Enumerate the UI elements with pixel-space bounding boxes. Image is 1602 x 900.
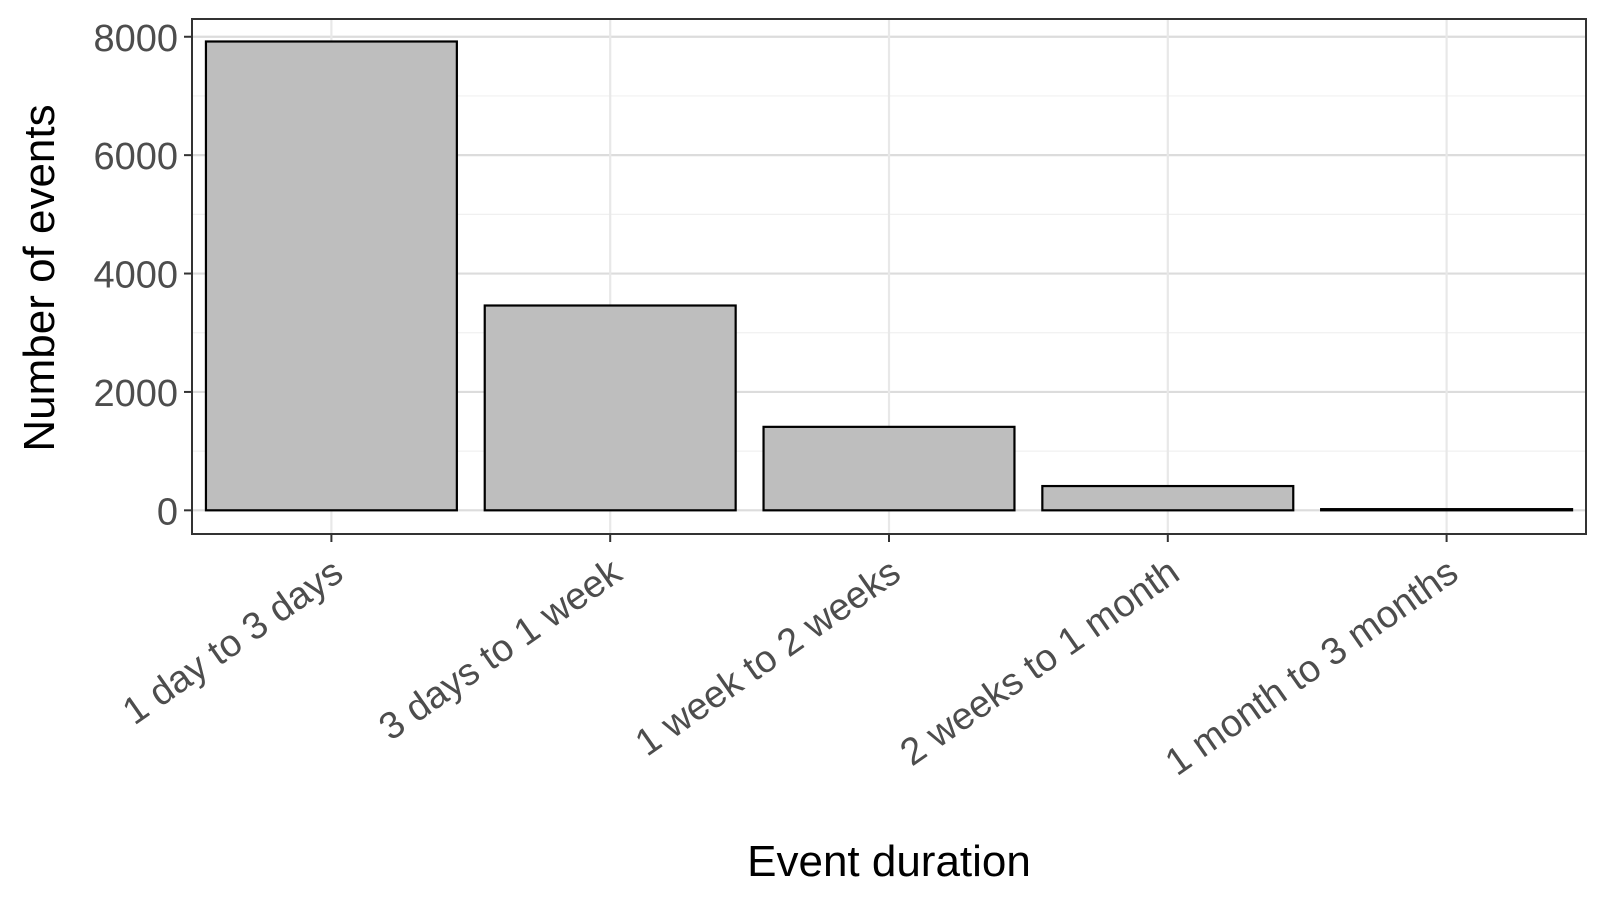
y-tick-label: 6000 [93, 136, 178, 178]
x-tick-label: 2 weeks to 1 month [893, 551, 1187, 774]
y-tick-label: 0 [157, 491, 178, 533]
bar [483, 304, 737, 512]
y-tick-label: 8000 [93, 18, 178, 60]
bars [204, 40, 1574, 512]
bar [204, 40, 458, 512]
bar [1320, 508, 1574, 512]
bar [1041, 484, 1295, 512]
x-tick-label: 1 day to 3 days [115, 551, 350, 733]
x-axis-title: Event duration [747, 837, 1031, 886]
y-tick-label: 2000 [93, 373, 178, 415]
bar [762, 425, 1016, 512]
y-axis: 0 2000 4000 6000 8000 [93, 18, 192, 533]
x-tick-label: 3 days to 1 week [372, 550, 631, 749]
x-tick-label: 1 month to 3 months [1158, 551, 1466, 784]
x-tick-label: 1 week to 2 weeks [628, 551, 908, 765]
y-axis-title: Number of events [15, 104, 64, 451]
y-tick-label: 4000 [93, 255, 178, 297]
